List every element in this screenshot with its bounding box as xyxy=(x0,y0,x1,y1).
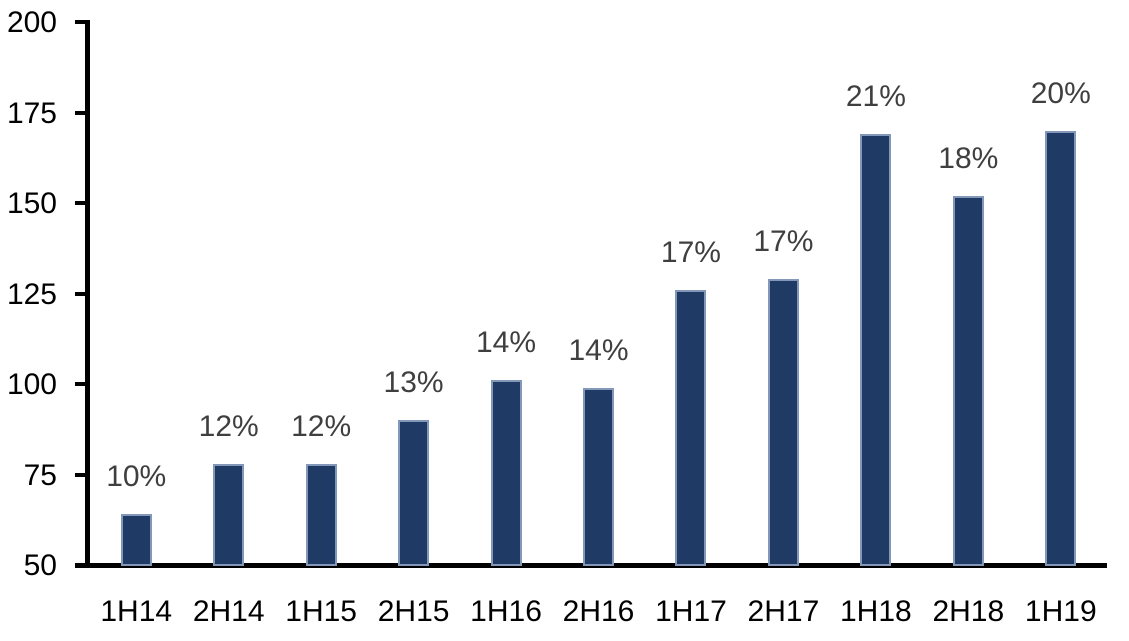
y-axis-tick xyxy=(75,382,85,386)
bar-value-label: 13% xyxy=(383,366,444,400)
bar xyxy=(952,195,984,566)
x-axis-category-label: 2H16 xyxy=(562,595,635,628)
y-axis-tick xyxy=(75,563,85,567)
y-axis-tick-label: 75 xyxy=(23,458,57,492)
x-axis-category-label: 1H19 xyxy=(1024,595,1097,628)
y-axis-tick xyxy=(75,291,85,296)
y-axis-tick-label: 150 xyxy=(6,187,57,220)
bar-value-label: 12% xyxy=(198,409,259,443)
bar xyxy=(767,279,799,566)
bar xyxy=(398,420,430,566)
y-axis-tick-label: 50 xyxy=(23,549,57,582)
bar xyxy=(1045,130,1077,566)
y-axis-line xyxy=(85,20,90,568)
bar xyxy=(490,380,522,566)
bar xyxy=(305,463,337,566)
y-axis-tick xyxy=(75,472,85,477)
x-axis-category-label: 2H15 xyxy=(377,595,450,628)
bar xyxy=(675,289,707,566)
bar-value-label: 17% xyxy=(660,235,721,269)
bar-value-label: 12% xyxy=(291,409,352,443)
y-axis-tick-label: 100 xyxy=(6,368,57,401)
bar-value-label: 10% xyxy=(106,460,167,494)
bar xyxy=(583,387,614,566)
x-axis-category-label: 1H18 xyxy=(840,595,912,628)
bar-value-label: 14% xyxy=(568,333,629,367)
y-axis-tick xyxy=(75,20,85,24)
bar-value-label: 18% xyxy=(938,141,999,175)
y-axis-tick-label: 200 xyxy=(6,6,57,39)
x-axis-category-label: 2H18 xyxy=(932,595,1005,628)
y-axis-tick xyxy=(75,110,85,115)
x-axis-category-label: 1H14 xyxy=(100,595,173,628)
bar-value-label: 17% xyxy=(753,225,814,259)
x-axis-category-label: 1H15 xyxy=(285,595,357,628)
x-axis-category-label: 2H17 xyxy=(747,595,820,628)
bar xyxy=(120,514,152,566)
x-axis-category-label: 1H16 xyxy=(470,595,542,628)
x-axis-category-label: 1H17 xyxy=(655,595,727,628)
bar xyxy=(860,134,892,566)
y-axis-tick-label: 125 xyxy=(6,277,57,311)
y-axis-tick xyxy=(75,201,85,205)
bar-value-label: 21% xyxy=(845,80,906,114)
x-axis-category-label: 2H14 xyxy=(192,595,265,628)
y-axis-tick-label: 175 xyxy=(6,96,57,130)
bar xyxy=(213,463,245,566)
bar-value-label: 14% xyxy=(476,326,537,360)
bar-value-label: 20% xyxy=(1030,76,1091,110)
